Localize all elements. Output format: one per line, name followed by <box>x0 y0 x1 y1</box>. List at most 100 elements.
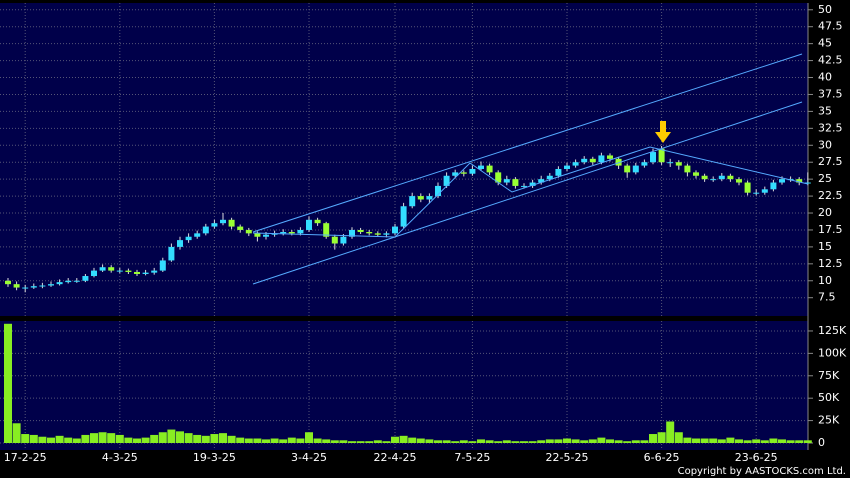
volume-bar <box>399 435 408 443</box>
volume-bar <box>459 440 468 443</box>
volume-bar <box>262 439 270 443</box>
volume-bar <box>305 432 313 443</box>
y-tick-label: 0 <box>818 436 825 449</box>
arrow-shaft <box>660 121 666 133</box>
candle-body <box>288 231 295 234</box>
candle-body <box>151 270 158 273</box>
candle-body <box>13 284 20 288</box>
y-tick-label: 30 <box>818 138 832 151</box>
volume-bar <box>528 441 537 443</box>
volume-bar <box>287 437 296 443</box>
volume-panel <box>0 321 808 450</box>
candle-body <box>357 229 364 232</box>
candle-body <box>693 172 699 176</box>
volume-bar <box>631 440 640 443</box>
candle-body <box>108 267 115 271</box>
candle-body <box>116 270 123 272</box>
candle-body <box>73 280 80 282</box>
volume-bar <box>442 440 451 443</box>
candle-body <box>409 196 416 207</box>
volume-bar <box>666 421 675 443</box>
volume-bar <box>115 434 124 443</box>
volume-bar <box>588 439 597 443</box>
volume-bar <box>330 440 339 443</box>
candle-body <box>383 233 390 235</box>
volume-bar <box>38 436 47 443</box>
candle-body <box>469 168 476 174</box>
volume-bar <box>554 439 563 443</box>
y-tick-label: 7.5 <box>818 291 836 304</box>
candle-body <box>297 229 304 234</box>
candle-body <box>538 179 545 183</box>
candle-body <box>607 155 613 159</box>
x-tick-label: 22-4-25 <box>374 451 417 464</box>
volume-bar <box>210 434 219 443</box>
candle-body <box>306 219 312 230</box>
candle-body <box>796 179 803 183</box>
copyright: Copyright by AASTOCKS.com Ltd. <box>678 466 846 477</box>
volume-bar <box>339 440 348 443</box>
candle-body <box>65 280 72 283</box>
candle-body <box>779 179 785 183</box>
y-tick-label: 42.5 <box>818 54 843 67</box>
candle-body <box>159 260 166 271</box>
candle-body <box>641 162 648 166</box>
candle-body <box>650 152 656 163</box>
candle-body <box>280 231 287 234</box>
volume-bar <box>434 440 442 443</box>
volume-bar <box>477 439 485 443</box>
candle-body <box>478 165 484 169</box>
volume-bar <box>29 434 38 443</box>
y-tick-label: 50K <box>818 391 840 404</box>
candle-body <box>134 271 140 274</box>
marks: 0 25K 50K 75K 100K 125K 17-2-25 4-3-25 19-3-25 3-… <box>0 3 847 464</box>
candle-body <box>82 276 89 281</box>
candle-body <box>572 162 579 166</box>
x-tick-label: 19-3-25 <box>193 451 236 464</box>
y-tick-label: 50 <box>818 3 832 16</box>
volume-bar <box>98 432 107 443</box>
candle-body <box>460 172 467 174</box>
candle-body <box>254 233 261 237</box>
volume-bar <box>124 437 133 443</box>
candle-body <box>615 158 622 166</box>
candle-body <box>770 182 777 190</box>
volume-bar <box>760 440 769 443</box>
candle-body <box>91 270 97 277</box>
volume-bar <box>537 440 546 443</box>
volume-bar <box>348 441 356 443</box>
candle-body <box>727 175 734 180</box>
candle-body <box>624 165 631 173</box>
volume-bar <box>158 432 167 443</box>
volume-bar <box>623 441 632 443</box>
candle-body <box>753 192 760 194</box>
volume-bar <box>391 436 399 443</box>
volume-bar <box>193 434 202 443</box>
channel-lower <box>252 101 803 285</box>
volume-bar <box>416 438 425 443</box>
volume-bar <box>743 440 752 443</box>
candle-body <box>701 175 708 180</box>
volume-bar <box>322 439 331 443</box>
x-tick-label: 7-5-25 <box>454 451 490 464</box>
candle-body <box>804 182 811 184</box>
candle-body <box>710 179 717 181</box>
volume-bar <box>614 440 623 443</box>
candle-body <box>736 179 742 183</box>
candle-body <box>56 282 63 285</box>
candle-body <box>99 267 106 271</box>
candle-body <box>228 219 235 227</box>
candle-body <box>366 231 373 234</box>
volume-bar <box>511 441 520 443</box>
volume-bar <box>726 437 735 443</box>
candle-body <box>632 165 639 173</box>
trend-lines <box>252 53 809 285</box>
y-tick-label: 47.5 <box>818 20 843 33</box>
candle-body <box>675 162 682 166</box>
candle-body <box>443 175 450 186</box>
candle-body <box>761 189 768 193</box>
volume-bar <box>201 435 210 443</box>
volume-bar <box>683 437 692 443</box>
